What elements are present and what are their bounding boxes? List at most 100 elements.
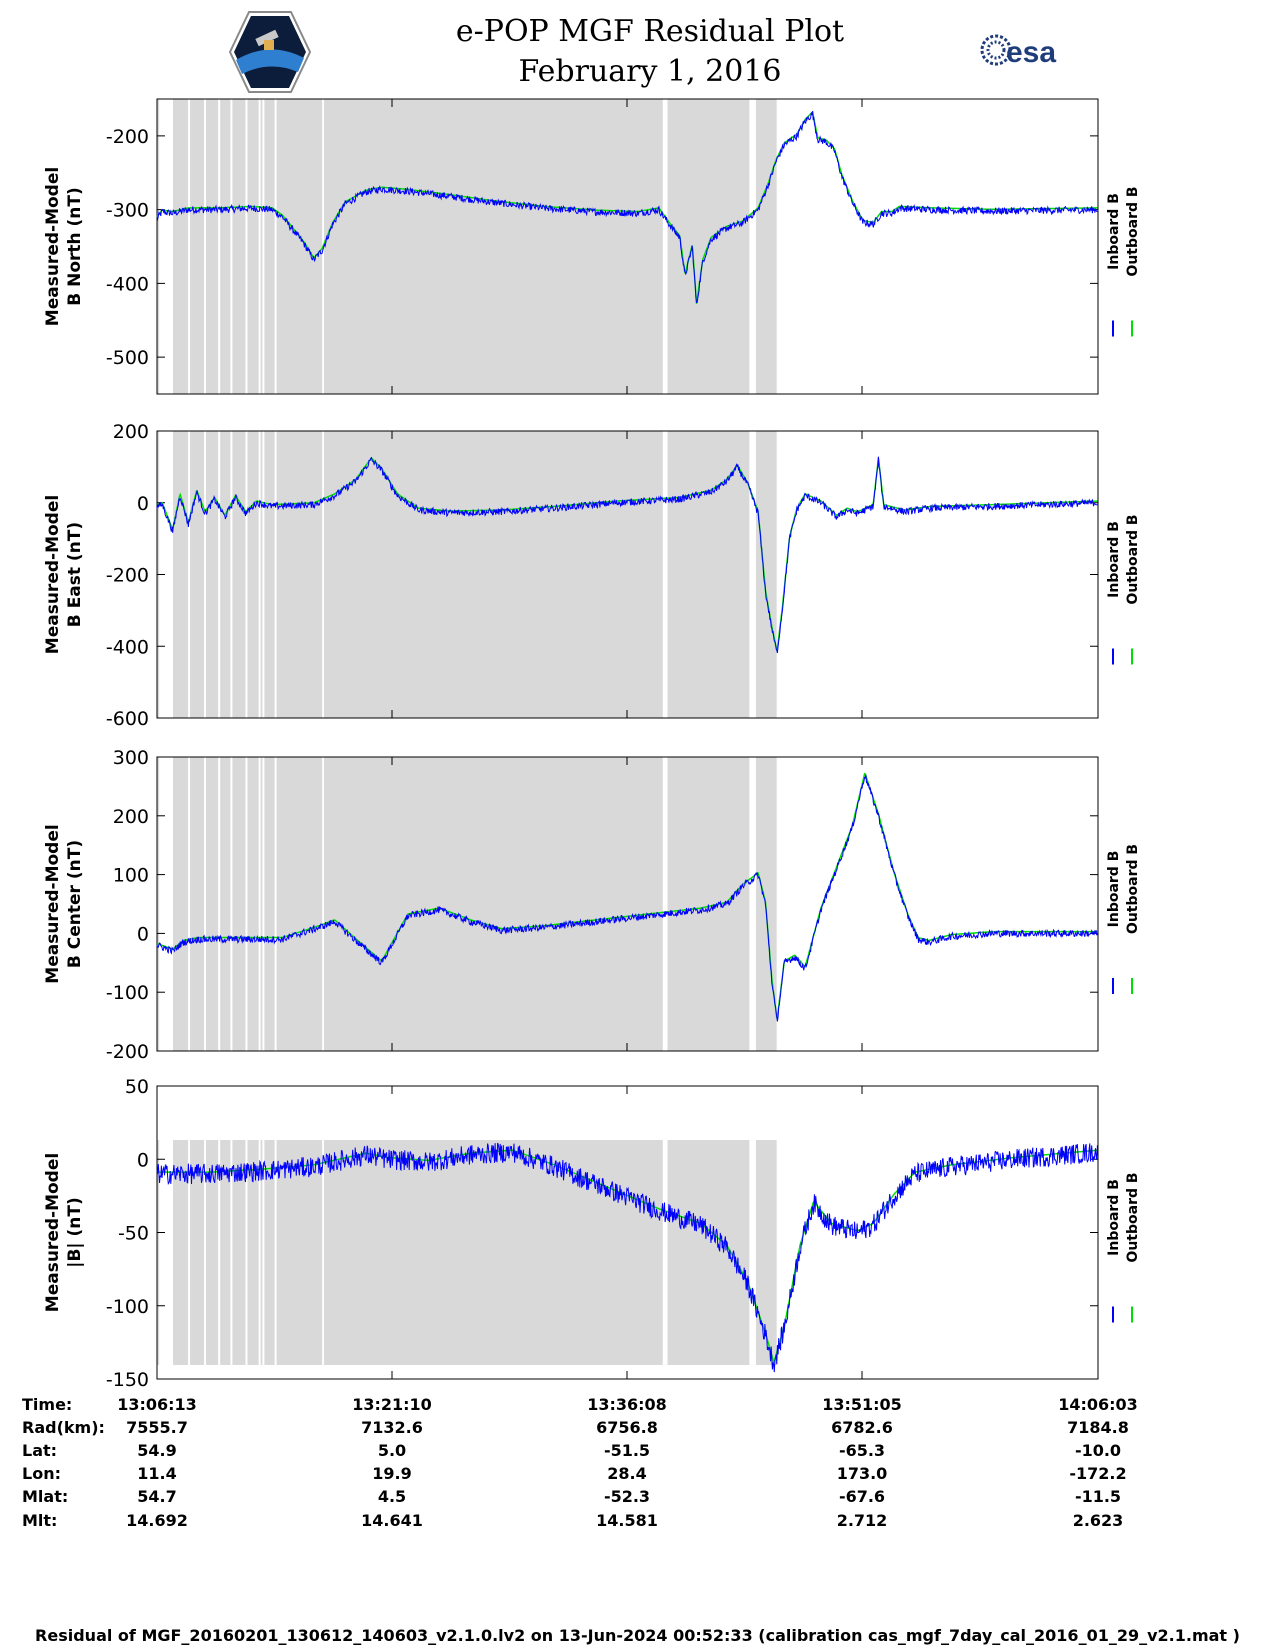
series-inboard-b bbox=[156, 456, 1098, 654]
shade-gap bbox=[230, 1140, 233, 1365]
shade-gap bbox=[262, 1140, 265, 1365]
chart-title: e-POP MGF Residual Plot bbox=[455, 14, 845, 49]
y-tick-label: 300 bbox=[113, 747, 149, 769]
shade-gap bbox=[230, 757, 233, 1051]
y-axis-label: Measured-Model bbox=[43, 824, 63, 983]
table-cell: 6782.6 bbox=[831, 1418, 893, 1437]
y-tick-label: -200 bbox=[106, 126, 149, 148]
shade-gap bbox=[230, 431, 233, 718]
svg-text:esa: esa bbox=[1006, 36, 1056, 69]
legend-inboard-label: Inboard B bbox=[1106, 521, 1122, 598]
shade-gap bbox=[274, 1140, 277, 1365]
shade-interval bbox=[324, 431, 663, 718]
legend-inboard-label: Inboard B bbox=[1106, 1179, 1122, 1256]
table-row-label: Rad(km): bbox=[22, 1418, 105, 1437]
shade-gap bbox=[274, 757, 277, 1051]
y-axis-label: Measured-Model bbox=[43, 1153, 63, 1312]
shade-interval bbox=[755, 99, 777, 394]
table-cell: 2.623 bbox=[1073, 1511, 1124, 1530]
shade-interval bbox=[172, 99, 323, 394]
y-tick-label: -50 bbox=[118, 1223, 149, 1245]
shade-gap bbox=[245, 757, 248, 1051]
legend-outboard-label: Outboard B bbox=[1125, 1172, 1141, 1262]
table-cell: 4.5 bbox=[378, 1487, 406, 1506]
shade-gap bbox=[230, 99, 233, 394]
series-inboard-b bbox=[156, 774, 1098, 1022]
shade-gap bbox=[245, 1140, 248, 1365]
y-tick-label: 0 bbox=[137, 493, 149, 515]
table-cell: 11.4 bbox=[137, 1464, 176, 1483]
esa-logo: esa bbox=[980, 34, 1056, 69]
shade-interval bbox=[755, 1140, 777, 1365]
y-tick-label: 100 bbox=[113, 865, 149, 887]
table-row-label: Time: bbox=[22, 1395, 72, 1414]
y-tick-label: 0 bbox=[137, 923, 149, 945]
y-tick-label: 50 bbox=[125, 1076, 149, 1098]
table-cell: 19.9 bbox=[372, 1464, 411, 1483]
y-axis-label: Measured-Model bbox=[43, 495, 63, 654]
table-cell: 2.712 bbox=[837, 1511, 888, 1530]
footer-caption: Residual of MGF_20160201_130612_140603_v… bbox=[35, 1626, 1240, 1645]
shade-interval bbox=[324, 757, 663, 1051]
table-cell: 173.0 bbox=[837, 1464, 888, 1483]
y-tick-label: -600 bbox=[106, 708, 149, 730]
table-cell: -52.3 bbox=[604, 1487, 650, 1506]
shade-gap bbox=[258, 757, 261, 1051]
shade-gap bbox=[204, 757, 207, 1051]
shade-gap bbox=[204, 99, 207, 394]
shade-interval bbox=[667, 757, 750, 1051]
panel-2: 200 0 -200 -400 -600 Measured-Model B East (nT… bbox=[43, 421, 1141, 730]
table-cell: 13:36:08 bbox=[587, 1395, 667, 1414]
table-cell: -65.3 bbox=[839, 1441, 885, 1460]
y-tick-label: -100 bbox=[106, 1296, 149, 1318]
y-axis-label: B North (nT) bbox=[65, 187, 85, 306]
shade-gap bbox=[204, 1140, 207, 1365]
shade-gap bbox=[258, 431, 261, 718]
table-cell: -172.2 bbox=[1069, 1464, 1126, 1483]
table-cell: 6756.8 bbox=[596, 1418, 658, 1437]
shade-gap bbox=[262, 757, 265, 1051]
table-cell: 7555.7 bbox=[126, 1418, 188, 1437]
shade-gap bbox=[188, 1140, 191, 1365]
table-cell: 14.692 bbox=[126, 1511, 188, 1530]
shade-gap bbox=[188, 757, 191, 1051]
shade-interval bbox=[157, 99, 160, 394]
y-axis-label: |B| (nT) bbox=[65, 1197, 85, 1268]
table-cell: 7184.8 bbox=[1067, 1418, 1129, 1437]
y-tick-label: -200 bbox=[106, 565, 149, 587]
table-cell: 14:06:03 bbox=[1058, 1395, 1138, 1414]
shade-gap bbox=[274, 431, 277, 718]
shade-interval bbox=[172, 431, 323, 718]
panel-1: -200 -300 -400 -500 Measured-Model B North (n… bbox=[43, 98, 1141, 395]
y-tick-label: -400 bbox=[106, 273, 149, 295]
table-row-label: Lat: bbox=[22, 1441, 57, 1460]
y-tick-label: -100 bbox=[106, 982, 149, 1004]
shade-gap bbox=[262, 99, 265, 394]
table-row-label: Lon: bbox=[22, 1464, 61, 1483]
legend-inboard-label: Inboard B bbox=[1106, 193, 1122, 270]
y-tick-label: 200 bbox=[113, 421, 149, 443]
shade-gap bbox=[274, 99, 277, 394]
shade-interval bbox=[172, 757, 323, 1051]
table-cell: 13:51:05 bbox=[822, 1395, 902, 1414]
y-tick-label: -500 bbox=[106, 347, 149, 369]
series-inboard-b bbox=[156, 111, 1098, 304]
table-row-label: Mlat: bbox=[22, 1487, 68, 1506]
y-axis-label: B East (nT) bbox=[65, 522, 85, 627]
table-cell: -51.5 bbox=[604, 1441, 650, 1460]
y-axis-label: Measured-Model bbox=[43, 167, 63, 326]
legend-outboard-label: Outboard B bbox=[1125, 186, 1141, 276]
shade-gap bbox=[204, 431, 207, 718]
table-cell: 14.581 bbox=[596, 1511, 658, 1530]
table-cell: 54.9 bbox=[137, 1441, 176, 1460]
shade-gap bbox=[218, 1140, 221, 1365]
shade-gap bbox=[245, 431, 248, 718]
y-tick-label: -300 bbox=[106, 200, 149, 222]
shade-interval bbox=[157, 1140, 160, 1365]
table-cell: 7132.6 bbox=[361, 1418, 423, 1437]
y-tick-label: 200 bbox=[113, 806, 149, 828]
table-cell: 28.4 bbox=[607, 1464, 646, 1483]
chart-subtitle: February 1, 2016 bbox=[518, 54, 782, 89]
shade-gap bbox=[218, 757, 221, 1051]
shade-gap bbox=[245, 99, 248, 394]
